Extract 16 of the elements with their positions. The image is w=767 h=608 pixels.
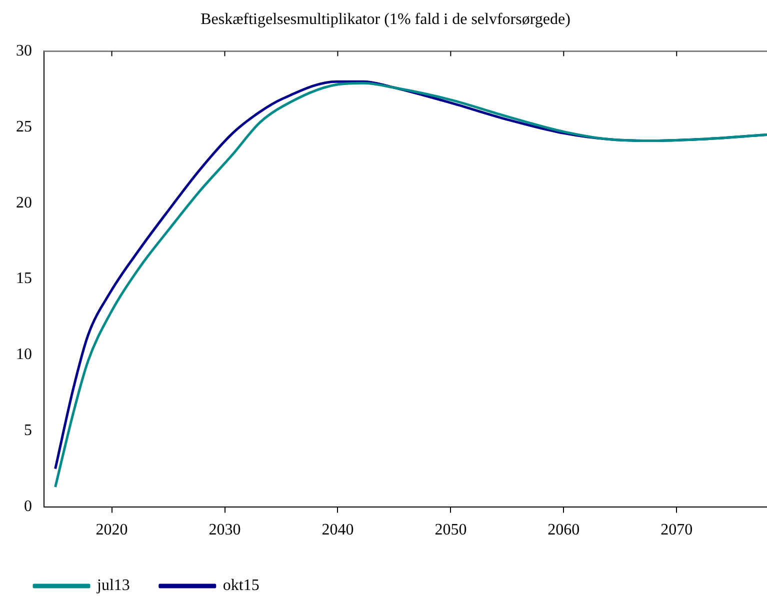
y-tick-label: 20	[16, 194, 32, 212]
y-tick-label: 25	[16, 118, 32, 136]
legend-label: jul13	[96, 577, 130, 594]
chart-title: Beskæftigelsesmultiplikator (1% fald i de selvforsørgede)	[200, 10, 570, 28]
x-tick-label: 2030	[208, 522, 241, 539]
x-tick-label: 2040	[322, 522, 354, 539]
x-tick-label: 2070	[660, 522, 693, 539]
x-tick-label: 2050	[434, 522, 467, 539]
y-tick-label: 5	[24, 422, 32, 440]
y-tick-label: 15	[16, 270, 32, 288]
y-tick-label: 0	[24, 498, 32, 516]
y-tick-label: 10	[16, 346, 32, 364]
x-tick-label: 2060	[548, 522, 580, 539]
x-tick-label: 2020	[96, 522, 128, 539]
legend-label: okt15	[222, 577, 260, 594]
y-tick-label: 30	[16, 42, 32, 60]
